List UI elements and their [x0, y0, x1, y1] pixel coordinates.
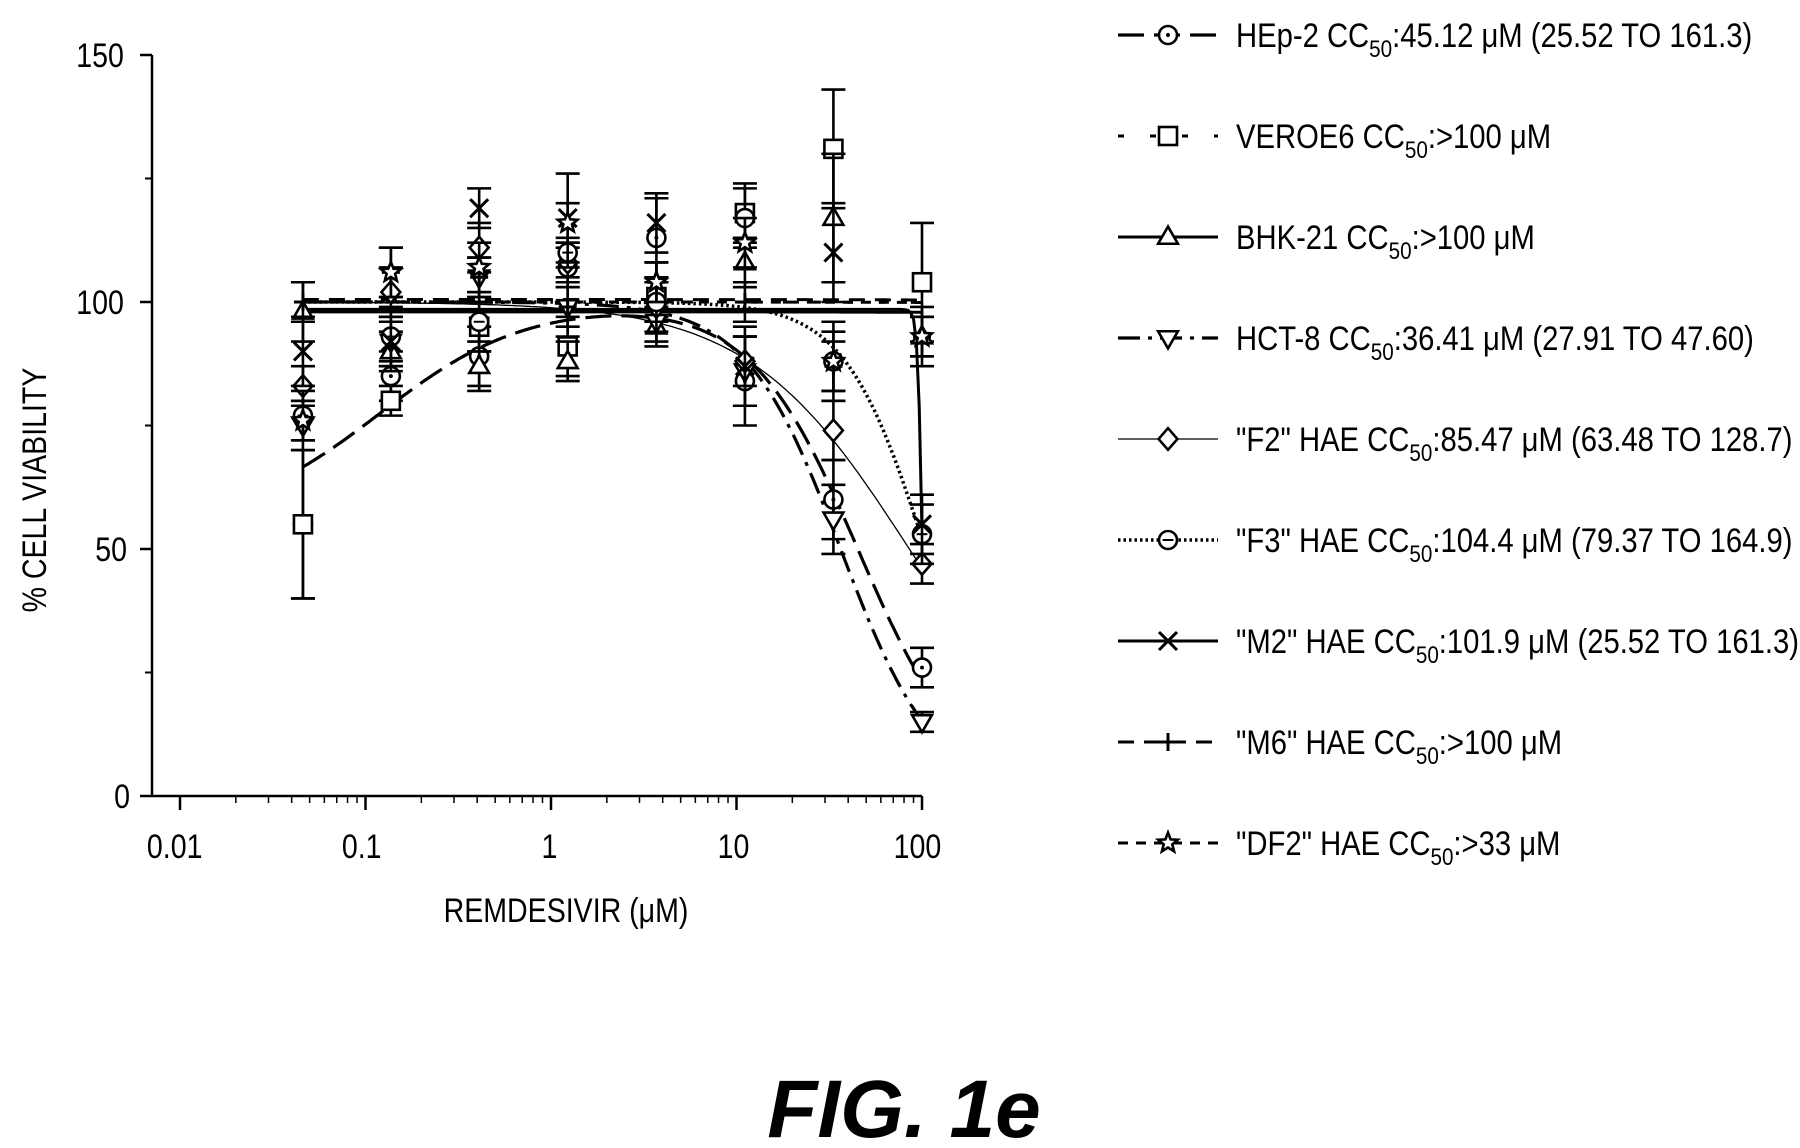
data-point	[821, 511, 846, 533]
figure-label: FIG. 1e	[767, 1064, 1040, 1148]
data-point	[911, 657, 933, 678]
data-point	[293, 293, 312, 311]
data-point	[292, 341, 314, 362]
x-tick-label: 100	[894, 828, 942, 866]
legend-label: "F3" HAE CC50:104.4 μM (79.37 TO 164.9)	[1236, 521, 1792, 567]
data-point	[380, 331, 401, 352]
legend-entry: "DF2" HAE CC50:>33 μM	[1118, 824, 1560, 870]
x-ticks: 0.01 0.1 1 10 100	[147, 796, 941, 866]
x-tick-label: 0.1	[342, 828, 382, 866]
y-ticks: 0 50 100 150	[76, 37, 152, 816]
legend-label: "M2" HAE CC50:101.9 μM (25.52 TO 161.3)	[1236, 622, 1799, 668]
curve-veroe6	[302, 300, 922, 304]
legend-entry: "F3" HAE CC50:104.4 μM (79.37 TO 164.9)	[1118, 521, 1792, 567]
data-point	[731, 228, 759, 254]
curve-hct-8	[302, 300, 924, 722]
data-point	[380, 390, 402, 412]
legend-entry: "M6" HAE CC50:>100 μM	[1118, 723, 1562, 769]
legend-marker	[1155, 329, 1181, 351]
legend-marker	[1156, 426, 1180, 452]
data-point	[289, 406, 317, 432]
legend-entry: HCT-8 CC50:36.41 μM (27.91 TO 47.60)	[1118, 319, 1754, 365]
data-points	[289, 88, 936, 735]
data-point	[908, 322, 936, 348]
legend-marker	[1159, 733, 1177, 751]
legend-label: HCT-8 CC50:36.41 μM (27.91 TO 47.60)	[1236, 319, 1754, 365]
data-point	[735, 293, 754, 311]
data-point	[909, 713, 935, 735]
x-tick-label: 0.01	[147, 828, 203, 866]
legend-label: HEp-2 CC50:45.12 μM (25.52 TO 161.3)	[1236, 16, 1752, 62]
data-point	[292, 513, 314, 535]
legend-label: "DF2" HAE CC50:>33 μM	[1236, 824, 1560, 870]
data-point	[911, 514, 933, 535]
curve-hep-2	[302, 314, 924, 682]
curve-f2-hae	[302, 301, 923, 569]
legend-marker	[1154, 828, 1182, 855]
curve-m6-hae	[302, 298, 922, 302]
data-point	[465, 253, 493, 279]
legend-entry: "F2" HAE CC50:85.47 μM (63.48 TO 128.7)	[1118, 420, 1792, 466]
data-point	[468, 311, 490, 333]
data-point	[643, 268, 670, 294]
data-point	[558, 297, 577, 316]
legend-label: BHK-21 CC50:>100 μM	[1236, 218, 1535, 264]
y-tick-label: 150	[76, 37, 124, 75]
legend-marker	[1157, 24, 1179, 46]
legend-entry: "M2" HAE CC50:101.9 μM (25.52 TO 161.3)	[1118, 622, 1799, 668]
fitted-curves	[302, 298, 924, 722]
x-axis-title: REMDESIVIR (μM)	[444, 892, 689, 930]
data-point	[734, 356, 755, 377]
curve-bhk-21	[302, 310, 923, 314]
data-point	[377, 258, 405, 284]
legend-label: "F2" HAE CC50:85.47 μM (63.48 TO 128.7)	[1236, 420, 1792, 466]
data-point	[822, 417, 845, 444]
legend-label: VEROE6 CC50:>100 μM	[1236, 117, 1551, 163]
legend-marker	[1157, 630, 1179, 652]
data-point	[823, 242, 844, 263]
legend-entry: HEp-2 CC50:45.12 μM (25.52 TO 161.3)	[1118, 16, 1752, 62]
legend-label: "M6" HAE CC50:>100 μM	[1236, 723, 1562, 769]
y-tick-label: 100	[76, 284, 124, 322]
legend-marker	[1157, 125, 1179, 147]
data-point	[554, 209, 581, 235]
plot-area	[289, 88, 936, 735]
x-tick-label: 10	[718, 828, 750, 866]
data-point	[467, 353, 492, 375]
legend-marker	[1155, 224, 1181, 246]
legend-entry: VEROE6 CC50:>100 μM	[1118, 117, 1551, 163]
data-point	[820, 347, 847, 373]
y-axis-title: % CELL VIABILITY	[16, 368, 54, 613]
axes: 0 50 100 150 0.01 0.1 1 10 100 % CELL VIABILITY…	[16, 37, 942, 930]
legend: HEp-2 CC50:45.12 μM (25.52 TO 161.3) VERO…	[1118, 16, 1799, 870]
legend-marker	[1157, 529, 1179, 551]
data-point	[555, 348, 580, 370]
y-tick-label: 0	[114, 778, 130, 816]
data-point	[646, 212, 667, 234]
curve-m2-hae	[302, 307, 924, 532]
legend-entry: BHK-21 CC50:>100 μM	[1118, 218, 1535, 264]
x-tick-label: 1	[542, 828, 558, 866]
curve-df2-hae	[302, 300, 922, 304]
y-tick-label: 50	[95, 531, 127, 569]
data-point	[911, 271, 933, 293]
data-point	[469, 198, 490, 219]
